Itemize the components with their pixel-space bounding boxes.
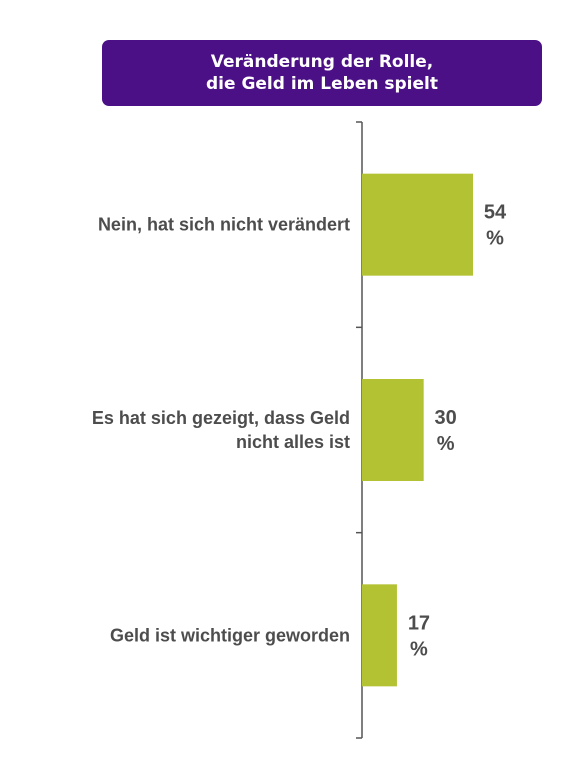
category-label-2-line-1: Es hat sich gezeigt, dass Geld	[92, 408, 350, 428]
value-label-2-line-1: 30	[435, 407, 457, 429]
chart-title-line-2: die Geld im Leben spielt	[206, 74, 438, 94]
value-label-2: 30%	[435, 407, 457, 455]
value-label-3-line-1: 17	[408, 612, 430, 634]
category-label-2-line-2: nicht alles ist	[236, 432, 350, 452]
bar-3	[362, 584, 397, 687]
value-label-1-line-2: %	[486, 228, 504, 250]
category-label-3-line-1: Geld ist wichtiger geworden	[110, 625, 350, 645]
value-label-3-line-2: %	[410, 638, 428, 660]
category-label-1-line-1: Nein, hat sich nicht verändert	[98, 215, 350, 235]
bar-2	[362, 379, 424, 481]
value-label-1: 54%	[484, 202, 507, 250]
bar-1	[362, 173, 473, 276]
value-label-2-line-2: %	[437, 433, 455, 455]
category-label-3: Geld ist wichtiger geworden	[110, 625, 350, 645]
chart-title-line-1: Veränderung der Rolle,	[210, 52, 434, 72]
chart-title-box: Veränderung der Rolle, die Geld im Leben…	[102, 40, 542, 106]
category-label-2: Es hat sich gezeigt, dass Geld nicht alle…	[92, 408, 350, 452]
value-label-1-line-1: 54	[484, 202, 507, 224]
value-label-3: 17%	[408, 612, 430, 660]
category-label-1: Nein, hat sich nicht verändert	[98, 215, 350, 235]
